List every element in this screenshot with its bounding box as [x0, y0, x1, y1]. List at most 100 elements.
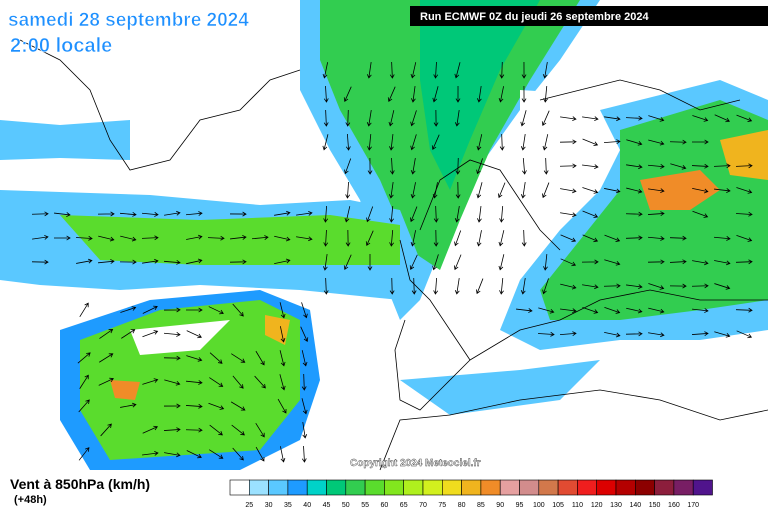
wind-arrow [454, 278, 460, 295]
wind-arrow [302, 422, 308, 439]
colorbar-swatch [461, 479, 482, 496]
wind-arrow [543, 254, 548, 271]
wind-arrow [208, 306, 224, 315]
wind-arrow [389, 157, 395, 175]
wind-arrow [77, 352, 91, 364]
wind-arrow [714, 260, 731, 266]
copyright: Copyright 2024 Meteociel.fr [350, 458, 481, 469]
colorbar-label: 45 [323, 502, 331, 509]
wind-arrow [433, 109, 439, 127]
wind-arrow [648, 115, 665, 122]
wind-arrow [100, 423, 112, 437]
wind-arrow [603, 139, 621, 145]
wind-arrow [432, 182, 438, 199]
wind-arrow [343, 254, 352, 271]
wind-arrow [625, 331, 643, 337]
wind-arrow [433, 61, 439, 79]
wind-arrow [207, 235, 225, 241]
wind-arrow [345, 133, 351, 151]
wind-arrow [735, 307, 753, 313]
wind-arrow [648, 188, 665, 194]
wind-arrow [647, 211, 665, 217]
wind-arrow [669, 283, 687, 289]
wind-arrow [410, 134, 417, 151]
wind-arrow [345, 181, 351, 199]
wind-arrow [411, 277, 417, 295]
wind-arrow [301, 373, 307, 391]
coastline [379, 389, 768, 471]
wind-arrow [389, 61, 395, 79]
colorbar-label: 55 [361, 502, 369, 509]
calm-zone [130, 320, 230, 355]
wind-arrow [477, 206, 482, 223]
colorbar-label: 140 [629, 502, 641, 509]
wind-arrow [603, 283, 621, 289]
wind-arrow [366, 62, 372, 79]
wind-arrow [98, 235, 115, 242]
colorbar-swatch [326, 479, 347, 496]
wind-arrow [454, 230, 462, 247]
wind-arrow [581, 259, 599, 265]
colorbar-label: 40 [303, 502, 311, 509]
wind-arrow [75, 235, 93, 241]
wind-arrow [410, 158, 416, 175]
colorbar-swatch [634, 479, 655, 496]
wind-arrow [560, 258, 577, 267]
wind-arrow [625, 211, 643, 217]
colorbar-swatch [287, 479, 308, 496]
wind-arrow [186, 258, 203, 265]
wind-arrow [520, 110, 527, 127]
colorbar-label: 85 [477, 502, 485, 509]
wind-arrow [498, 230, 505, 247]
wind-arrow [691, 163, 709, 169]
wind-arrow [626, 284, 643, 290]
colorbar-swatch [519, 479, 540, 496]
colorbar-swatch [673, 479, 694, 496]
wind-arrow [164, 210, 181, 216]
wind-arrow [185, 380, 203, 385]
wind-arrow [277, 398, 287, 414]
wind-arrow [31, 211, 49, 217]
wind-arrow [232, 447, 244, 461]
wind-arrow [409, 206, 418, 223]
wind-arrow [208, 402, 225, 410]
wind-arrow [301, 445, 307, 463]
wind-arrow [79, 302, 89, 318]
wind-zone [720, 130, 768, 180]
wind-arrow [648, 332, 665, 338]
wind-arrow [453, 254, 462, 271]
wind-arrow [648, 139, 665, 146]
wind-arrow [121, 329, 136, 339]
map-date: samedi 28 septembre 2024 [8, 10, 249, 31]
wind-arrow [142, 258, 159, 264]
wind-arrow [736, 234, 753, 242]
wind-arrow [142, 305, 158, 314]
wind-arrow [735, 163, 753, 169]
wind-arrow [648, 283, 665, 290]
wind-arrow [209, 352, 223, 364]
wind-arrow [559, 139, 577, 145]
wind-arrow [185, 427, 203, 433]
wind-arrow [604, 116, 621, 122]
wind-arrow [323, 229, 329, 247]
colorbar-swatch [249, 479, 269, 496]
wind-arrow [98, 259, 115, 264]
wind-arrow [141, 235, 159, 241]
wind-arrow [120, 306, 137, 313]
coastline [19, 39, 301, 171]
wind-arrow [454, 110, 460, 127]
wind-arrow [274, 235, 291, 242]
wind-arrow [560, 283, 577, 290]
variable-label: Vent à 850hPa (km/h) [10, 476, 150, 492]
colorbar-label: 150 [649, 502, 661, 509]
wind-arrow [692, 187, 709, 194]
wind-arrow [209, 449, 224, 459]
wind-arrow [669, 235, 687, 241]
wind-arrow [142, 425, 159, 434]
wind-arrow [582, 116, 599, 122]
colorbar-label: 25 [245, 502, 253, 509]
coastline [539, 79, 741, 111]
wind-arrow [475, 278, 484, 295]
colorbar-swatch [422, 479, 443, 496]
